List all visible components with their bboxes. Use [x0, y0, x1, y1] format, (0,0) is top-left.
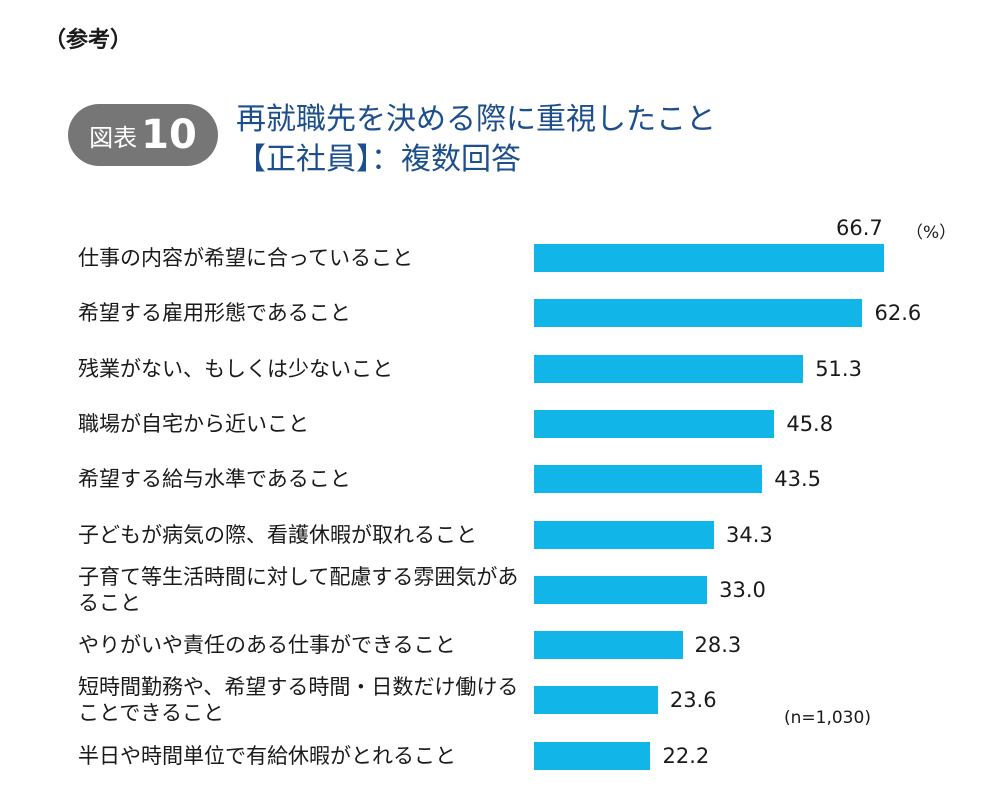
bar [534, 299, 863, 328]
chart-title: 再就職先を決める際に重視したこと 【正社員】：複数回答 [236, 100, 716, 180]
bar [534, 741, 651, 770]
bar [534, 520, 714, 549]
chart-title-line2: 【正社員】：複数回答 [236, 142, 521, 177]
chart-title-line1: 再就職先を決める際に重視したこと [236, 102, 716, 137]
value-label: 28.3 [694, 633, 742, 658]
unit-label: （%） [906, 223, 957, 243]
value-label: 51.3 [815, 356, 862, 381]
category-label: やりがいや責任のある仕事ができること [78, 633, 456, 658]
value-label: 45.8 [786, 411, 834, 436]
bar [534, 354, 804, 383]
value-label: 22.2 [662, 743, 710, 768]
value-label: 23.6 [669, 688, 717, 713]
category-label: 半日や時間単位で有給休暇がとれること [78, 743, 456, 768]
bar [534, 631, 683, 660]
reference-note: （参考） [44, 28, 133, 53]
value-label: 43.5 [774, 467, 822, 492]
figure-badge-number: 10 [141, 112, 197, 158]
figure-badge-prefix: 図表 [89, 123, 138, 152]
bar [534, 575, 708, 604]
category-label: 希望する給与水準であること [78, 467, 351, 492]
sample-size-note: (n=1,030) [784, 708, 871, 728]
value-label: 62.6 [874, 301, 922, 326]
bar [534, 409, 775, 438]
value-label: 33.0 [719, 577, 766, 602]
category-label: 仕事の内容が希望に合っていること [78, 246, 413, 270]
bar [534, 686, 658, 715]
bar [534, 465, 763, 494]
bar [534, 244, 884, 272]
category-label: 希望する雇用形態であること [78, 301, 351, 326]
value-label: 34.3 [725, 522, 773, 547]
category-label: 子育て等生活時間に対して配慮する雰囲気があること [78, 564, 519, 615]
figure-badge: 図表 10 [68, 104, 218, 166]
value-label: 66.7 [836, 216, 883, 240]
category-label: 短時間勤務や、希望する時間・日数だけ働けることできること [78, 675, 519, 726]
category-label: 職場が自宅から近いこと [78, 411, 309, 436]
category-label: 残業がない、もしくは少ないこと [78, 356, 393, 381]
category-label: 子どもが病気の際、看護休暇が取れること [78, 522, 477, 547]
